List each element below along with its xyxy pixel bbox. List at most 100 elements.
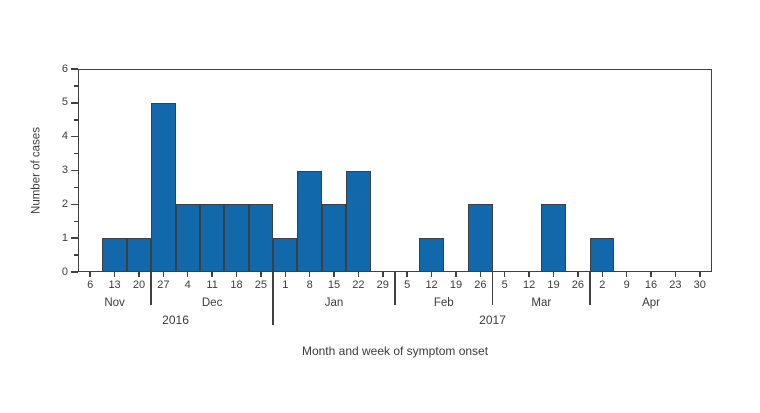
year-separator <box>272 272 274 325</box>
y-tick-label: 2 <box>61 197 68 210</box>
bar-week-13 <box>102 238 127 272</box>
year-label: 2017 <box>479 313 506 327</box>
month-label: Mar <box>531 297 552 309</box>
y-tick-label: 1 <box>61 231 68 244</box>
x-tick-label: 4 <box>184 279 191 291</box>
x-tick-label: 26 <box>474 279 487 291</box>
month-label: Dec <box>201 297 223 309</box>
bar-week-12 <box>419 238 444 272</box>
x-tick <box>528 272 530 277</box>
x-tick <box>235 272 238 277</box>
x-tick <box>113 272 116 277</box>
x-tick <box>479 272 482 277</box>
x-tick-label: 12 <box>425 279 438 291</box>
y-tick <box>71 102 78 104</box>
x-tick-label: 9 <box>623 279 630 291</box>
x-tick-label: 26 <box>571 279 584 291</box>
x-tick-label: 13 <box>108 279 121 291</box>
y-tick-label: 4 <box>61 130 68 143</box>
x-tick <box>503 272 506 277</box>
x-tick-label: 27 <box>157 279 170 291</box>
x-tick <box>382 272 384 277</box>
plot-frame <box>78 69 712 272</box>
x-tick <box>674 272 677 277</box>
bar-week-18 <box>224 204 249 272</box>
bar-week-11 <box>199 204 225 272</box>
x-tick <box>625 272 628 277</box>
bar-week-15 <box>321 204 347 272</box>
x-tick-label: 19 <box>449 279 463 291</box>
bar-week-25 <box>248 204 274 272</box>
x-tick-label: 6 <box>87 279 94 291</box>
y-tick <box>71 237 78 239</box>
x-tick <box>357 272 360 277</box>
month-label: Nov <box>104 297 125 309</box>
x-tick-label: 30 <box>693 279 706 291</box>
x-tick-label: 20 <box>132 279 146 291</box>
bar-week-1 <box>273 238 298 272</box>
x-tick-label: 8 <box>306 279 313 291</box>
x-tick-label: 11 <box>206 279 218 291</box>
y-tick-label: 0 <box>61 265 68 278</box>
x-tick-label: 5 <box>501 279 508 291</box>
x-tick <box>308 272 311 277</box>
bar-week-19 <box>541 204 566 272</box>
month-separator <box>589 272 591 305</box>
x-tick <box>577 272 579 277</box>
x-tick <box>601 272 604 277</box>
y-minor-tick <box>74 254 78 256</box>
bar-week-22 <box>346 170 371 272</box>
x-tick <box>650 272 652 277</box>
month-label: Jan <box>324 297 344 309</box>
x-tick-label: 15 <box>327 279 341 291</box>
y-minor-tick <box>74 152 78 155</box>
y-tick <box>71 271 78 273</box>
year-label: 2016 <box>162 313 189 327</box>
x-tick-label: 1 <box>282 279 289 291</box>
month-label: Apr <box>642 297 660 309</box>
x-tick <box>186 272 189 277</box>
x-tick <box>89 272 91 277</box>
x-tick-label: 22 <box>352 279 365 291</box>
bar-week-2 <box>590 238 615 272</box>
y-tick-label: 5 <box>61 96 68 109</box>
x-tick <box>162 272 165 277</box>
month-separator <box>491 272 494 305</box>
bar-week-4 <box>175 204 200 272</box>
x-tick-label: 29 <box>376 279 389 291</box>
x-tick-label: 18 <box>230 279 243 291</box>
y-minor-tick <box>74 186 78 189</box>
x-tick-label: 23 <box>669 279 682 291</box>
month-separator <box>394 272 396 305</box>
x-tick <box>260 272 262 277</box>
x-axis-title: Month and week of symptom onset <box>301 344 489 358</box>
y-tick <box>71 68 78 70</box>
month-separator <box>150 272 152 305</box>
y-minor-tick <box>74 119 78 121</box>
y-tick <box>71 135 78 138</box>
y-tick <box>71 203 78 206</box>
x-tick-label: 19 <box>547 279 560 291</box>
y-minor-tick <box>74 220 78 222</box>
y-tick-label: 3 <box>61 164 68 176</box>
x-tick <box>699 272 701 277</box>
x-tick <box>284 272 287 277</box>
y-axis-title: Number of cases <box>30 127 43 214</box>
x-tick-label: 12 <box>522 279 536 291</box>
x-tick <box>333 272 335 277</box>
bar-week-20 <box>126 238 152 272</box>
x-tick-label: 25 <box>254 279 267 291</box>
y-minor-tick <box>74 85 78 87</box>
bar-week-26 <box>468 204 493 272</box>
x-tick <box>211 272 213 277</box>
x-tick <box>406 272 408 277</box>
x-tick <box>138 272 140 277</box>
bar-week-27 <box>151 102 176 272</box>
x-tick <box>552 272 555 277</box>
y-tick <box>71 169 78 172</box>
x-tick <box>430 272 433 277</box>
bar-week-8 <box>297 170 322 272</box>
x-tick <box>455 272 457 277</box>
y-tick-label: 6 <box>61 62 68 75</box>
